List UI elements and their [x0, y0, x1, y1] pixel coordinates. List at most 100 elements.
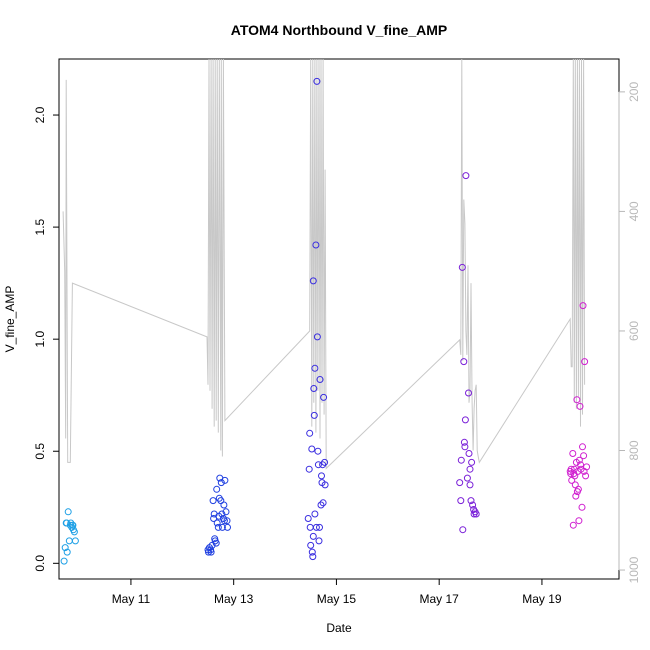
- data-point: [457, 497, 465, 505]
- x-axis-label: Date: [326, 621, 352, 635]
- data-point: [312, 241, 320, 249]
- data-point: [466, 465, 474, 473]
- x-tick-label: May 19: [522, 592, 562, 606]
- data-point: [576, 402, 584, 410]
- y-tick-label: 0.5: [33, 443, 47, 460]
- data-point: [465, 450, 473, 457]
- data-point: [579, 443, 586, 451]
- data-point: [67, 519, 75, 527]
- data-point: [466, 481, 474, 489]
- data-point: [221, 476, 229, 484]
- data-point: [319, 461, 327, 469]
- data-point: [306, 523, 314, 531]
- data-point: [459, 526, 467, 534]
- data-point: [316, 523, 323, 531]
- data-point: [64, 508, 72, 516]
- x-tick-label: May 11: [112, 592, 151, 606]
- data-point: [310, 411, 318, 419]
- data-point: [575, 517, 583, 525]
- y-axis-right: 200 400 600 800 1000: [618, 82, 641, 583]
- data-point: [209, 497, 217, 505]
- y-tick-label: 1.0: [33, 331, 47, 348]
- data-point: [583, 463, 591, 471]
- data-point: [321, 458, 329, 466]
- data-point: [461, 443, 469, 451]
- y-tick-label: 0.0: [33, 555, 47, 572]
- data-point: [467, 497, 475, 505]
- data-point: [305, 465, 313, 473]
- data-point: [306, 429, 314, 437]
- data-point: [567, 470, 575, 478]
- data-point: [581, 358, 589, 366]
- data-point: [578, 503, 586, 511]
- y2-tick-label: 200: [627, 82, 641, 102]
- chart-title: ATOM4 Northbound V_fine_AMP: [231, 22, 447, 38]
- data-point: [318, 472, 325, 480]
- data-point: [224, 523, 231, 531]
- data-point: [309, 277, 317, 285]
- data-point: [309, 553, 317, 561]
- data-point: [313, 333, 321, 341]
- data-point: [316, 376, 324, 383]
- data-point: [61, 544, 69, 552]
- x-axis: May 11 May 13 May 15 May 17 May 19: [112, 578, 562, 606]
- data-point: [308, 445, 316, 453]
- data-point: [569, 521, 577, 529]
- data-point: [575, 456, 583, 464]
- data-point: [218, 510, 226, 518]
- data-point: [223, 517, 231, 525]
- data-point: [469, 501, 477, 509]
- data-point: [582, 472, 590, 480]
- data-point: [573, 396, 581, 404]
- data-point: [457, 456, 465, 464]
- data-point: [472, 510, 480, 518]
- y2-tick-label: 600: [627, 321, 641, 341]
- data-point: [579, 302, 587, 310]
- plot-frame: [58, 58, 620, 580]
- data-point: [220, 517, 228, 525]
- data-point: [311, 364, 319, 372]
- data-point: [465, 389, 472, 397]
- data-point: [468, 458, 476, 466]
- data-point: [321, 481, 329, 489]
- y2-tick-label: 1000: [627, 556, 641, 583]
- data-point: [65, 537, 73, 545]
- data-point: [572, 492, 580, 500]
- data-point: [214, 523, 222, 531]
- y2-tick-label: 400: [627, 201, 641, 221]
- data-point: [309, 532, 317, 540]
- data-point: [308, 548, 316, 556]
- data-point: [63, 548, 71, 556]
- data-point: [462, 172, 470, 180]
- data-point: [217, 479, 225, 487]
- data-point: [220, 501, 228, 509]
- y-axis-label: V_fine_AMP: [3, 286, 17, 353]
- data-point: [207, 548, 215, 556]
- data-point: [313, 77, 321, 85]
- data-point: [320, 393, 328, 401]
- data-point: [315, 537, 323, 545]
- y-tick-label: 1.5: [33, 218, 47, 235]
- data-point: [71, 537, 79, 545]
- data-point: [577, 461, 584, 469]
- data-point: [307, 541, 315, 549]
- data-point: [314, 447, 322, 455]
- y2-tick-label: 800: [627, 440, 641, 460]
- data-point: [460, 358, 468, 366]
- data-point: [461, 416, 469, 424]
- x-tick-label: May 17: [420, 592, 460, 606]
- secondary-series-layer: [62, 58, 586, 470]
- data-point: [580, 452, 588, 460]
- data-point: [456, 479, 464, 487]
- data-point: [218, 523, 226, 531]
- data-point: [312, 523, 320, 531]
- data-point: [304, 515, 312, 522]
- y-tick-label: 2.0: [33, 106, 47, 123]
- x-tick-label: May 13: [214, 592, 254, 606]
- x-tick-label: May 15: [317, 592, 357, 606]
- y-axis-left: 0.0 0.5 1.0 1.5 2.0: [33, 106, 60, 572]
- data-point: [205, 548, 212, 556]
- data-point: [314, 461, 322, 469]
- data-point: [317, 501, 325, 509]
